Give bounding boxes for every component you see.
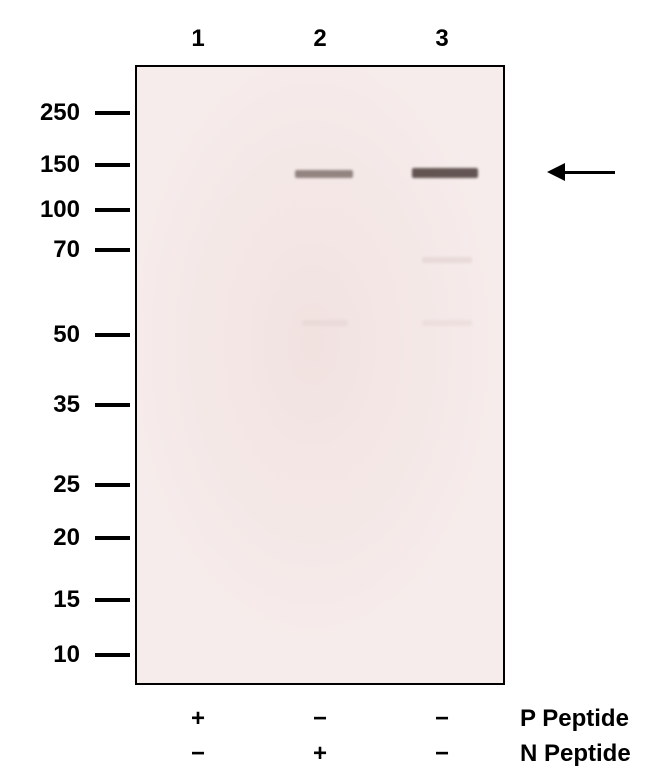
mw-label-250: 250 (0, 99, 80, 127)
mw-label-150: 150 (0, 151, 80, 179)
lane-number-3: 3 (427, 25, 457, 53)
peptide-sign-row1-col1: + (305, 740, 335, 768)
western-blot-figure: 1 2 3 250 150 100 70 50 35 25 20 15 10 + − − P Peptide − +… (0, 0, 650, 784)
peptide-row-label-0: P Peptide (520, 705, 629, 733)
protein-band-lane3 (412, 168, 478, 178)
peptide-sign-row0-col2: − (427, 705, 457, 733)
band-arrow-head (547, 163, 565, 181)
mw-label-25: 25 (0, 471, 80, 499)
mw-tick-20 (95, 536, 130, 540)
blot-membrane (135, 65, 505, 685)
mw-tick-100 (95, 208, 130, 212)
mw-label-10: 10 (0, 641, 80, 669)
mw-tick-70 (95, 248, 130, 252)
peptide-sign-row0-col0: + (183, 705, 213, 733)
lane-number-1: 1 (183, 25, 213, 53)
mw-tick-250 (95, 111, 130, 115)
mw-label-15: 15 (0, 586, 80, 614)
protein-band-lane2 (295, 170, 353, 178)
mw-tick-35 (95, 403, 130, 407)
mw-label-35: 35 (0, 391, 80, 419)
peptide-sign-row0-col1: − (305, 705, 335, 733)
mw-tick-150 (95, 163, 130, 167)
mw-tick-15 (95, 598, 130, 602)
band-arrow-line (565, 171, 615, 174)
peptide-row-label-1: N Peptide (520, 740, 631, 768)
mw-tick-25 (95, 483, 130, 487)
protein-band-lane3 (422, 257, 472, 263)
protein-band-lane3 (422, 320, 472, 326)
protein-band-lane2 (302, 320, 348, 326)
peptide-sign-row1-col0: − (183, 740, 213, 768)
mw-label-70: 70 (0, 236, 80, 264)
mw-tick-10 (95, 653, 130, 657)
mw-tick-50 (95, 333, 130, 337)
mw-label-20: 20 (0, 524, 80, 552)
peptide-sign-row1-col2: − (427, 740, 457, 768)
mw-label-50: 50 (0, 321, 80, 349)
mw-label-100: 100 (0, 196, 80, 224)
lane-number-2: 2 (305, 25, 335, 53)
